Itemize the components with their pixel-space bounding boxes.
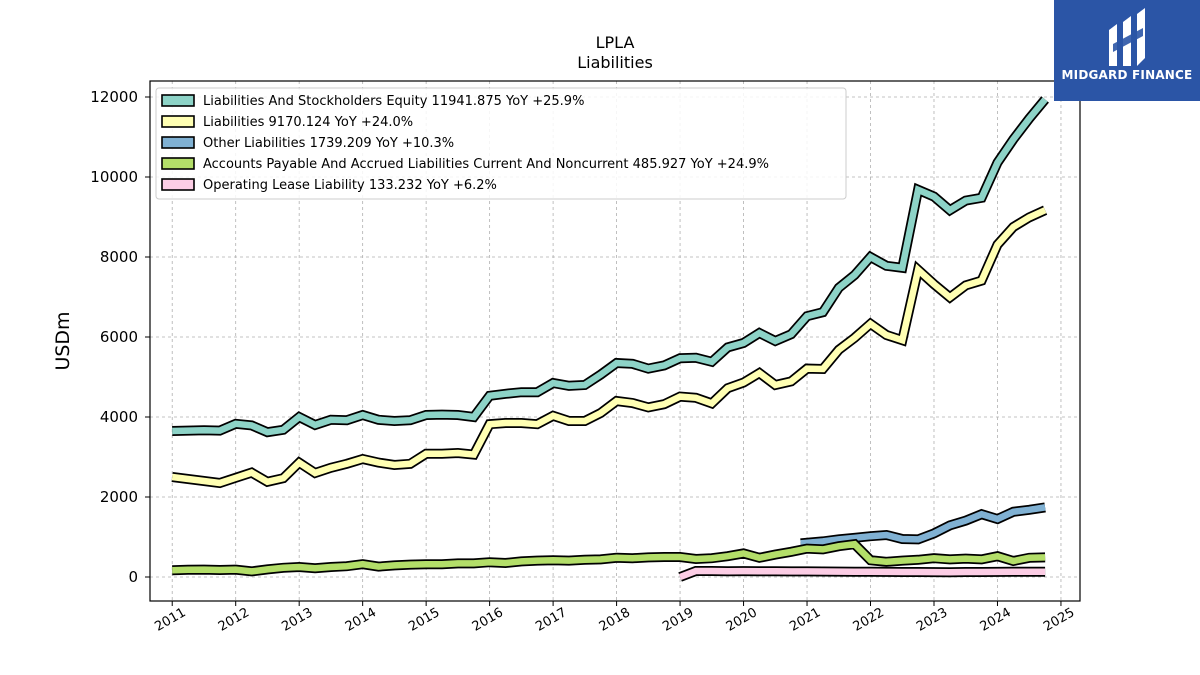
x-tick-label: 2016 bbox=[470, 605, 506, 635]
x-tick-label: 2022 bbox=[851, 605, 887, 635]
series-line-4 bbox=[678, 566, 1046, 582]
y-tick-label: 2000 bbox=[100, 488, 138, 506]
series-stroke bbox=[172, 97, 1048, 436]
y-tick-label: 12000 bbox=[90, 88, 138, 106]
series-stroke bbox=[678, 567, 1046, 581]
plot-frame bbox=[149, 80, 1081, 602]
y-tick-label: 8000 bbox=[100, 248, 138, 266]
legend-swatch bbox=[161, 94, 195, 107]
x-tick-label: 2019 bbox=[660, 605, 696, 635]
legend-label: Liabilities And Stockholders Equity 1194… bbox=[203, 94, 584, 109]
x-tick-label: 2021 bbox=[787, 605, 823, 635]
brand-mark-icon bbox=[1109, 8, 1145, 66]
legend-swatch bbox=[161, 178, 195, 191]
y-tick-label: 0 bbox=[128, 568, 138, 586]
legend-swatch bbox=[161, 136, 195, 149]
series-line-1 bbox=[171, 205, 1048, 489]
legend-entry: Accounts Payable And Accrued Liabilities… bbox=[161, 157, 769, 172]
legend-box bbox=[155, 87, 847, 200]
x-tick-label: 2014 bbox=[343, 605, 379, 635]
series-line-0 bbox=[172, 96, 1049, 438]
legend-label: Accounts Payable And Accrued Liabilities… bbox=[203, 157, 769, 172]
legend-label: Other Liabilities 1739.209 YoY +10.3% bbox=[203, 136, 454, 151]
legend-entry: Liabilities 9170.124 YoY +24.0% bbox=[161, 115, 413, 130]
series-line-2 bbox=[800, 502, 1046, 549]
series-lines bbox=[171, 96, 1049, 582]
series-line-3 bbox=[172, 538, 1046, 577]
x-tick-label: 2012 bbox=[216, 605, 252, 635]
x-tick-label: 2025 bbox=[1041, 605, 1077, 635]
x-tick-label: 2023 bbox=[914, 605, 950, 635]
y-tick-label: 4000 bbox=[100, 408, 138, 426]
x-tick-label: 2020 bbox=[724, 605, 760, 635]
x-tick-label: 2024 bbox=[978, 605, 1014, 635]
y-tick-label: 10000 bbox=[90, 168, 138, 186]
series-stroke bbox=[172, 540, 1046, 575]
legend-entry: Other Liabilities 1739.209 YoY +10.3% bbox=[161, 136, 454, 151]
y-tick-label: 6000 bbox=[100, 328, 138, 346]
legend-entry: Operating Lease Liability 133.232 YoY +6… bbox=[161, 178, 497, 193]
legend-entry: Liabilities And Stockholders Equity 1194… bbox=[161, 94, 584, 109]
legend-swatch bbox=[161, 115, 195, 128]
x-tick-label: 2013 bbox=[279, 605, 315, 635]
legend-label: Liabilities 9170.124 YoY +24.0% bbox=[203, 115, 413, 130]
chart-title: LPLA bbox=[596, 33, 635, 52]
x-tick-label: 2011 bbox=[152, 605, 188, 635]
series-stroke bbox=[171, 207, 1047, 487]
x-tick-label: 2017 bbox=[533, 605, 569, 635]
chart-subtitle: Liabilities bbox=[577, 53, 653, 72]
legend: Liabilities And Stockholders Equity 1194… bbox=[155, 87, 847, 200]
x-tick-label: 2015 bbox=[406, 605, 442, 635]
brand-logo: MIDGARD FINANCE bbox=[1054, 0, 1200, 101]
legend-swatch bbox=[161, 157, 195, 170]
x-tick-label: 2018 bbox=[597, 605, 633, 635]
series-outline bbox=[171, 205, 1048, 489]
brand-name: MIDGARD FINANCE bbox=[1061, 68, 1193, 82]
series-stroke bbox=[800, 504, 1046, 547]
y-axis-label: USDm bbox=[52, 311, 74, 370]
legend-label: Operating Lease Liability 133.232 YoY +6… bbox=[203, 178, 497, 193]
